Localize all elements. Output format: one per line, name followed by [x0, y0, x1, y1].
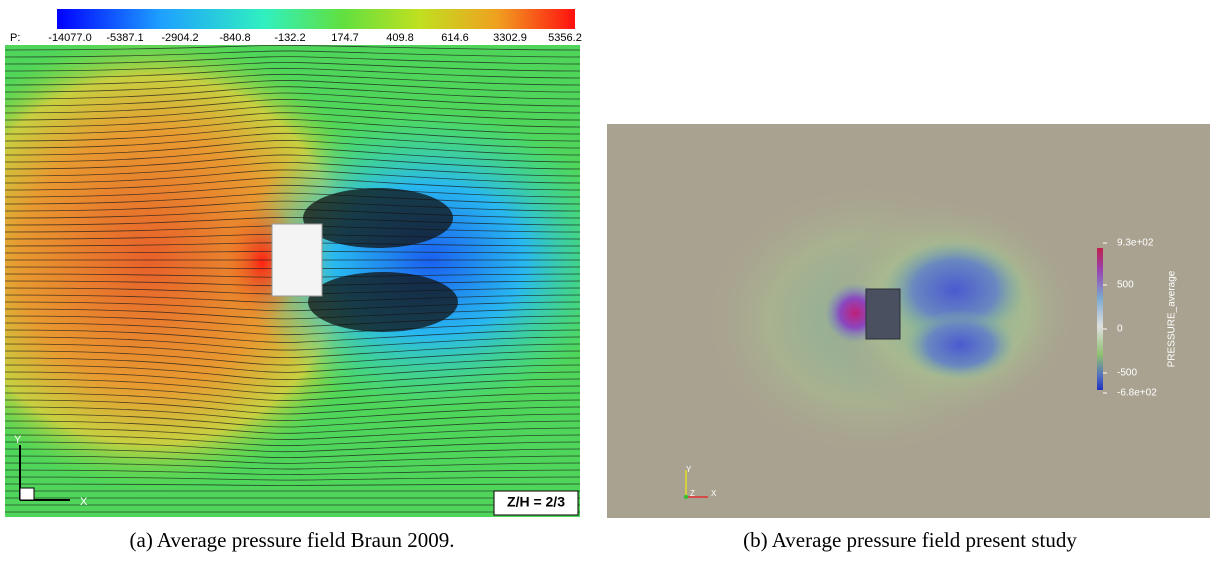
streamline — [5, 294, 580, 303]
streamline — [5, 73, 580, 86]
streamline — [5, 336, 580, 351]
colorbar-title: PRESSURE_average — [1167, 270, 1178, 367]
streamline — [5, 329, 580, 343]
streamline — [5, 420, 580, 434]
streamline — [5, 50, 580, 58]
streamline — [5, 378, 580, 395]
axis-label: Y — [14, 434, 22, 446]
streamline — [5, 315, 580, 328]
colorbar-tick-label: 409.8 — [386, 32, 414, 44]
colorbar-tick-label: -840.8 — [219, 32, 250, 44]
colorbar-tick-label: 0 — [1117, 324, 1123, 335]
streamline — [5, 357, 580, 373]
streamline — [5, 308, 580, 320]
streamline — [5, 392, 580, 408]
panel-a-image — [5, 5, 580, 517]
colorbar-tick-label: 9.3e+02 — [1117, 238, 1154, 249]
streamline — [5, 469, 580, 476]
streamline — [5, 406, 580, 421]
streamline — [5, 147, 580, 163]
streamline — [5, 154, 580, 170]
streamline — [5, 434, 580, 447]
streamline — [5, 208, 580, 219]
streamline — [5, 217, 580, 226]
colorbar-tick-label: 3302.9 — [493, 32, 527, 44]
streamline — [5, 92, 580, 107]
streamline — [5, 56, 580, 65]
panel-b-image — [607, 124, 1210, 518]
streamline — [5, 441, 580, 453]
axis-label: X — [711, 489, 717, 498]
streamline — [5, 80, 580, 93]
streamline — [5, 371, 580, 388]
colorbar-tick-label: -14077.0 — [48, 32, 91, 44]
axis-label: Y — [686, 465, 692, 474]
streamline — [5, 184, 580, 198]
streamline — [5, 476, 580, 481]
caption: (b) Average pressure field present study — [743, 528, 1077, 552]
streamline — [5, 343, 580, 359]
colorbar-tick-label: 500 — [1117, 280, 1134, 291]
streamline — [5, 448, 580, 458]
colorbar-tick-label: 614.6 — [441, 32, 469, 44]
streamline — [5, 140, 580, 156]
streamline — [5, 192, 580, 205]
colorbar-tick-label: -132.2 — [274, 32, 305, 44]
axis-label: X — [80, 496, 88, 508]
streamline — [5, 105, 580, 121]
streamline — [5, 399, 580, 415]
annotation: Z/H = 2/3 — [507, 494, 565, 510]
colorbar-tick-label: 5356.2 — [548, 32, 582, 44]
streamline — [5, 112, 580, 128]
streamline — [5, 322, 580, 336]
streamline — [5, 169, 580, 184]
streamline — [5, 413, 580, 428]
colorbar-tick-label: -500 — [1117, 368, 1137, 379]
streamline — [5, 427, 580, 440]
streamline — [5, 200, 580, 212]
streamline — [5, 86, 580, 100]
colorbar-label: P: — [10, 32, 20, 44]
streamline — [5, 161, 580, 177]
streamline — [5, 99, 580, 114]
streamline — [5, 67, 580, 79]
streamline — [5, 119, 580, 135]
colorbar-tick-label: -5387.1 — [106, 32, 143, 44]
streamline — [5, 385, 580, 401]
streamline — [5, 125, 580, 142]
caption: (a) Average pressure field Braun 2009. — [130, 528, 455, 552]
streamline — [5, 62, 580, 72]
colorbar-tick-label: 174.7 — [331, 32, 359, 44]
streamline — [5, 462, 580, 470]
streamline — [5, 132, 580, 149]
streamline — [5, 455, 580, 464]
streamline — [5, 350, 580, 366]
axis-label: Z — [690, 489, 695, 498]
streamline — [5, 301, 580, 312]
streamline — [5, 44, 580, 51]
streamline — [5, 177, 580, 191]
streamline — [5, 364, 580, 380]
colorbar-tick-label: -2904.2 — [161, 32, 198, 44]
streamline — [5, 483, 580, 486]
colorbar-tick-label: -6.8e+02 — [1117, 388, 1157, 399]
